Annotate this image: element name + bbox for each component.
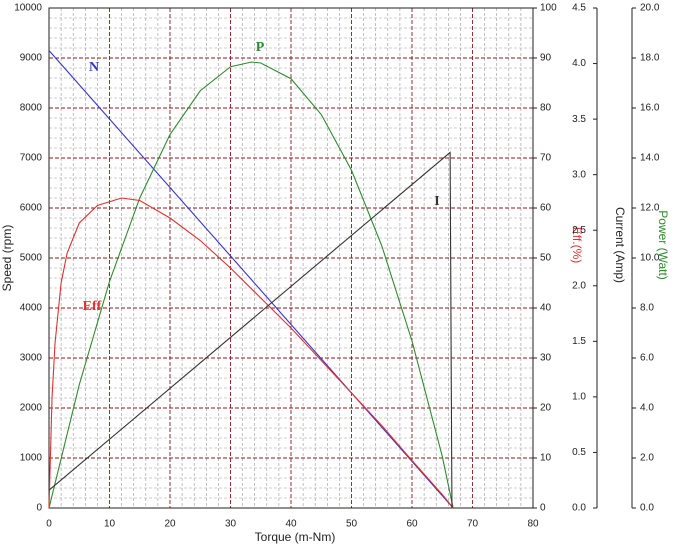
x-tick-label: 50 (346, 519, 358, 530)
y-tick-label: 6000 (20, 203, 43, 214)
x-tick-label: 40 (285, 519, 297, 530)
y4-tick-label: 8.0 (640, 303, 654, 314)
y3-tick-label: 4.5 (572, 3, 586, 14)
y-tick-label: 2000 (20, 403, 43, 414)
y3-axis-title: Current (Amp) (613, 207, 627, 283)
x-tick-label: 10 (104, 519, 116, 530)
y4-tick-label: 12.0 (640, 203, 660, 214)
series-line (48, 50, 454, 509)
y4-tick-label: 16.0 (640, 103, 660, 114)
y-tick-label: 5000 (20, 253, 43, 264)
y4-tick-label: 2.0 (640, 453, 654, 464)
x-tick-label: 30 (225, 519, 237, 530)
x-axis-title: Torque (m-Nm) (255, 530, 336, 544)
y4-tick-label: 18.0 (640, 53, 660, 64)
y2-tick-label: 90 (540, 53, 552, 64)
x-tick-label: 70 (467, 519, 479, 530)
y2-tick-label: 50 (540, 253, 552, 264)
y2-tick-label: 60 (540, 203, 552, 214)
y3-tick-label: 0.5 (572, 447, 586, 458)
y4-tick-label: 20.0 (640, 3, 660, 14)
y2-tick-label: 30 (540, 353, 552, 364)
x-tick-label: 80 (527, 519, 539, 530)
y2-tick-label: 10 (540, 453, 552, 464)
y3-tick-label: 4.0 (572, 58, 586, 69)
y-tick-label: 0 (36, 503, 42, 514)
series-label: Eff (83, 299, 102, 314)
y4-tick-label: 0.0 (640, 503, 654, 514)
series-line (48, 151, 453, 509)
y3-tick-label: 1.5 (572, 336, 586, 347)
y4-tick-label: 10.0 (640, 253, 660, 264)
y-tick-label: 7000 (20, 153, 43, 164)
series-line (48, 197, 454, 509)
y4-tick-label: 4.0 (640, 403, 654, 414)
y-tick-label: 4000 (20, 303, 43, 314)
y-tick-label: 10000 (14, 3, 42, 14)
y3-tick-label: 1.0 (572, 392, 586, 403)
y3-tick-label: 3.5 (572, 114, 586, 125)
y3-tick-label: 0.0 (572, 503, 586, 514)
x-tick-label: 0 (46, 519, 52, 530)
x-tick-label: 20 (164, 519, 176, 530)
series-line (48, 61, 454, 509)
y-tick-label: 3000 (20, 353, 43, 364)
y2-tick-label: 100 (540, 3, 557, 14)
y-tick-label: 8000 (20, 103, 43, 114)
y4-tick-label: 14.0 (640, 153, 660, 164)
series-label: N (89, 60, 99, 75)
y3-tick-label: 3.0 (572, 169, 586, 180)
y-axis-title: Speed (rpm) (0, 225, 14, 292)
x-tick-label: 60 (406, 519, 418, 530)
y2-tick-label: 20 (540, 403, 552, 414)
series-label: P (256, 40, 265, 55)
y2-tick-label: 40 (540, 303, 552, 314)
y2-tick-label: 70 (540, 153, 552, 164)
y3-tick-label: 2.0 (572, 280, 586, 291)
y2-tick-label: 80 (540, 103, 552, 114)
series-label: I (434, 194, 439, 209)
y4-tick-label: 6.0 (640, 353, 654, 364)
y4-axis-title: Power (Watt) (656, 210, 670, 280)
y-tick-label: 1000 (20, 453, 43, 464)
y3-tick-label: 2.5 (572, 225, 586, 236)
y2-tick-label: 0 (540, 503, 546, 514)
y-tick-label: 9000 (20, 53, 43, 64)
y2-axis-title: Eff.(%) (570, 227, 584, 263)
